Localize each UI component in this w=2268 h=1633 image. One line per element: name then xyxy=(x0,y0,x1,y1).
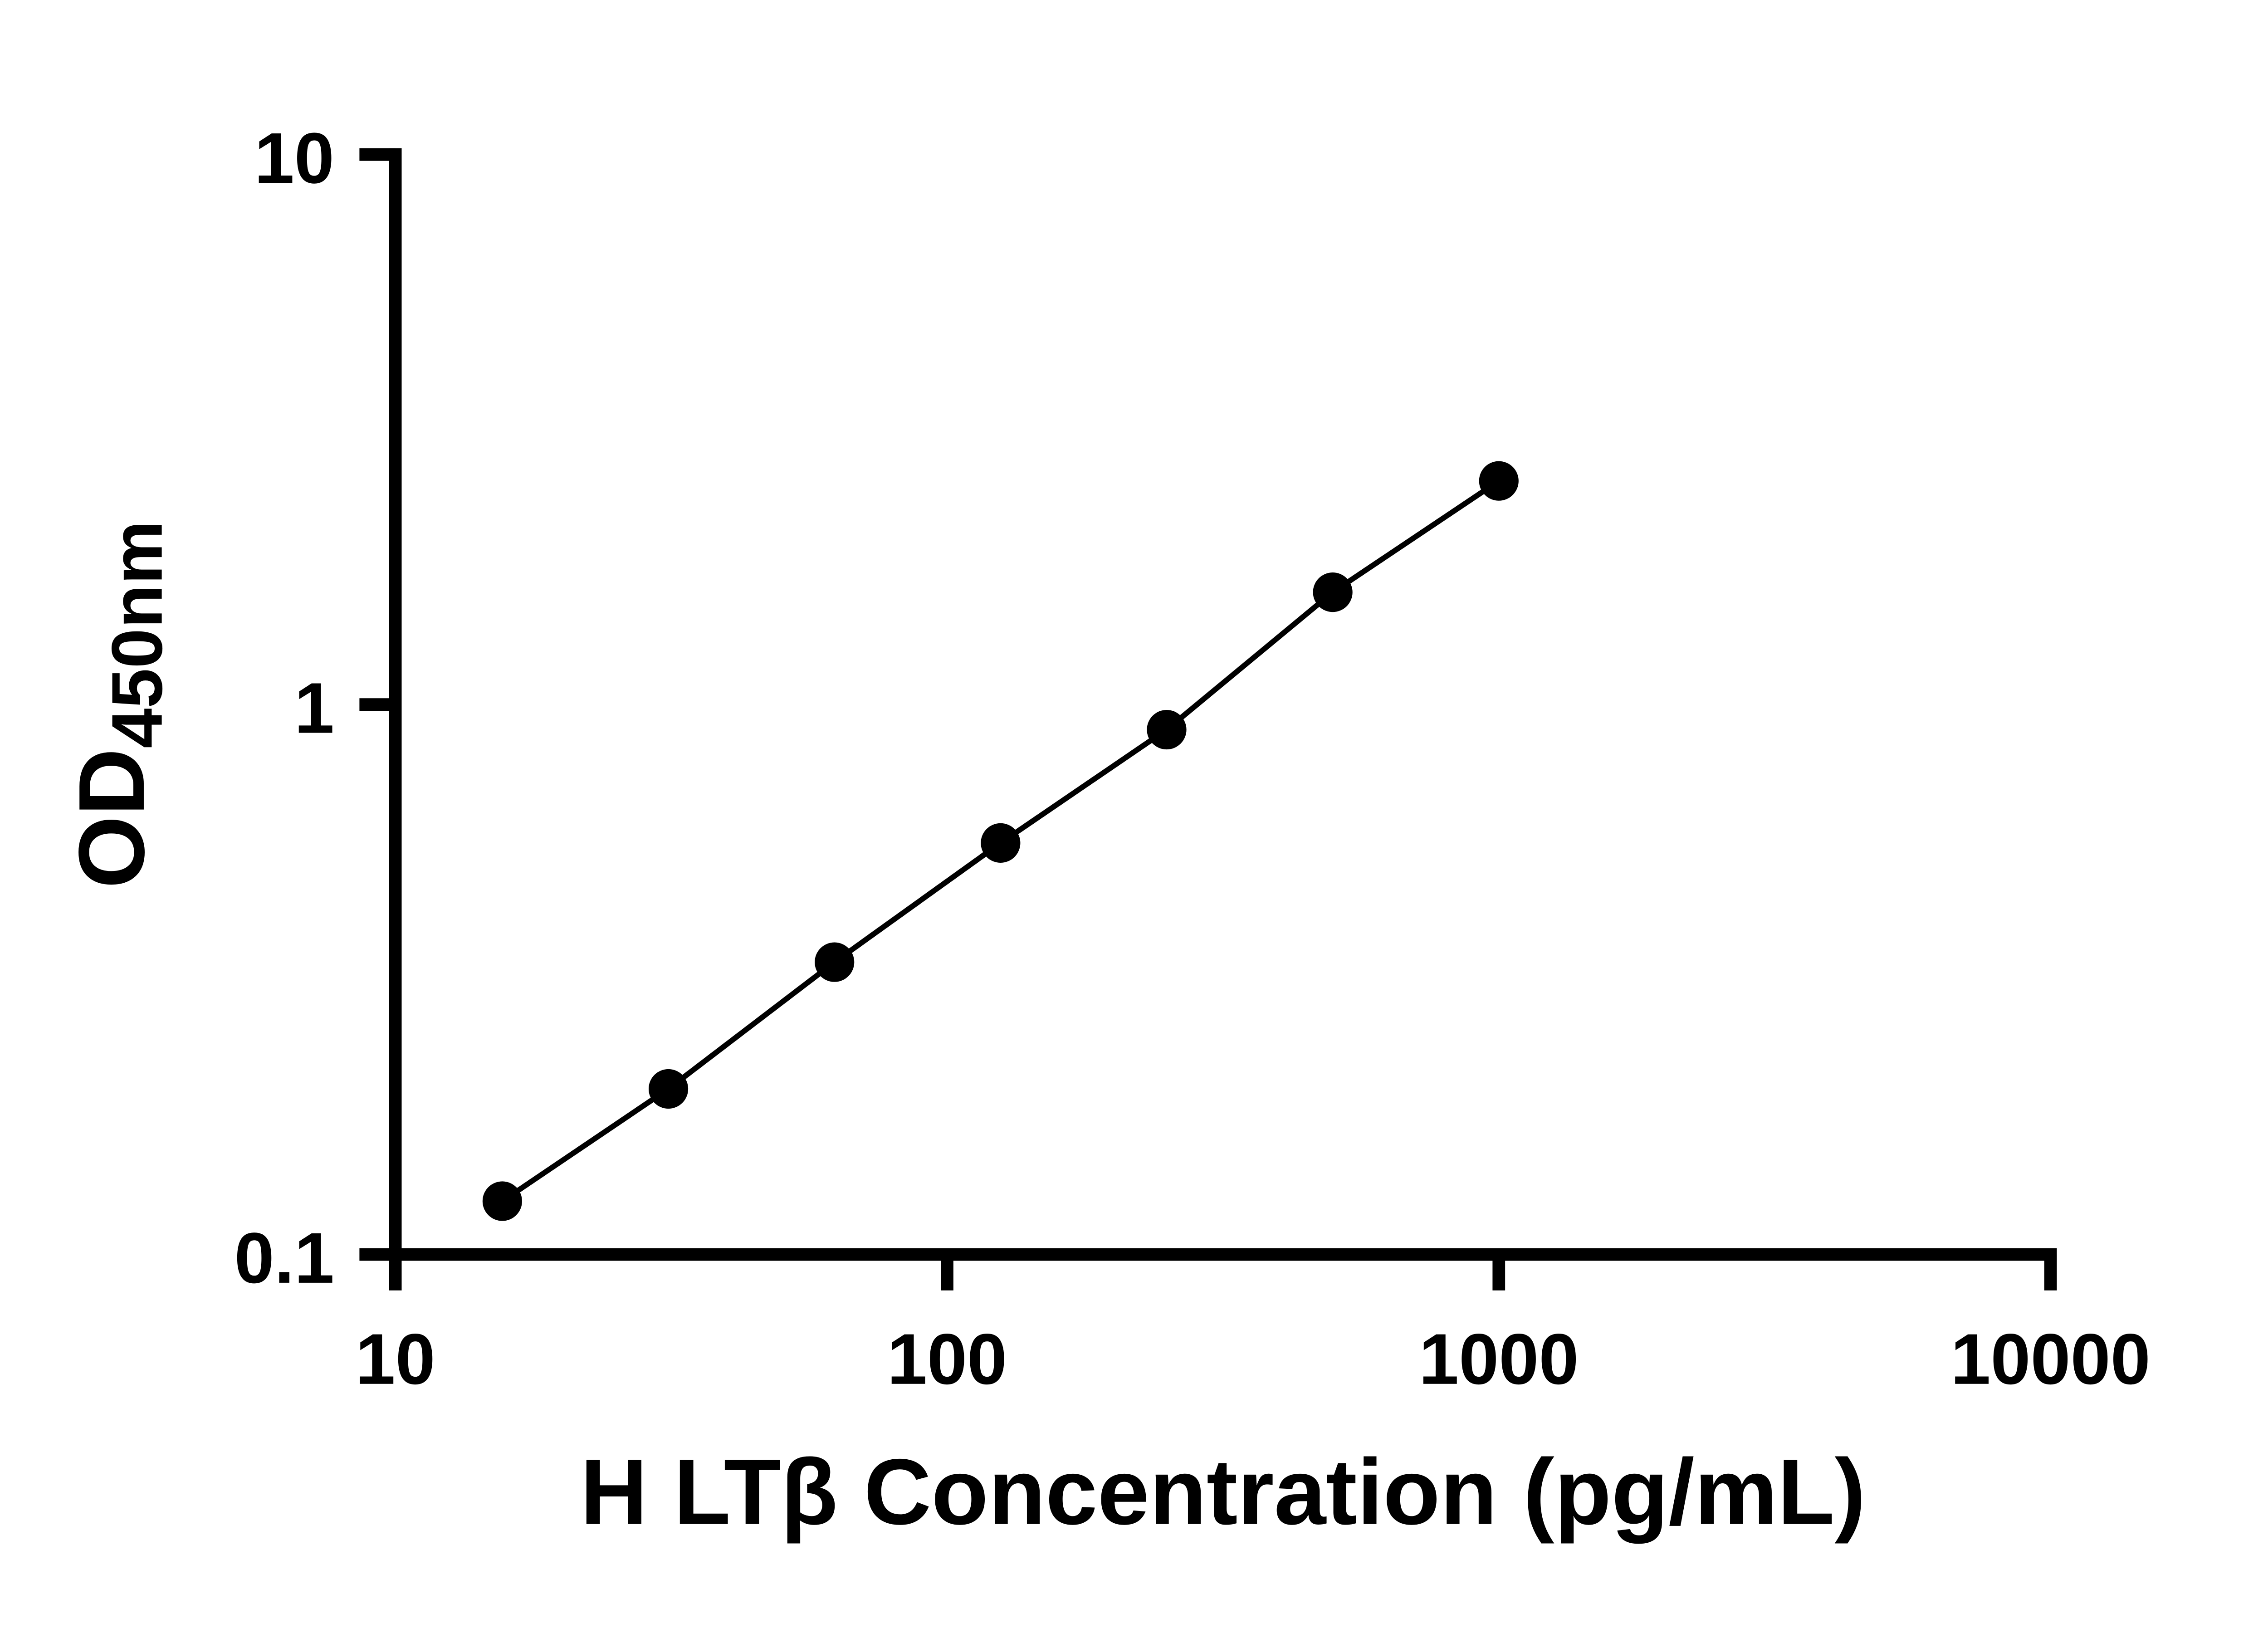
y-axis-title: OD450nm xyxy=(59,521,177,889)
x-tick-label: 1000 xyxy=(1419,1319,1579,1399)
axes-layer: 10 100 1000 10000 0.1 1 10 xyxy=(235,118,2151,1399)
data-point xyxy=(1147,709,1187,750)
data-series-layer xyxy=(482,461,1519,1221)
y-tick-label: 10 xyxy=(254,118,334,198)
data-point xyxy=(648,1069,689,1109)
y-tick-label: 0.1 xyxy=(235,1218,334,1298)
data-point xyxy=(815,942,855,982)
x-tick-label: 100 xyxy=(887,1319,1007,1399)
x-axis-title: H LTβ Concentration (pg/mL) xyxy=(580,1439,1866,1544)
y-axis-title-main: OD xyxy=(59,748,164,889)
data-point xyxy=(1479,461,1519,501)
x-tick-label: 10000 xyxy=(1950,1319,2151,1399)
data-point xyxy=(981,823,1021,863)
y-tick-label: 1 xyxy=(294,668,334,748)
x-tick-label: 10 xyxy=(356,1319,435,1399)
y-axis-title-subscript: 450nm xyxy=(97,521,177,748)
data-point xyxy=(482,1181,522,1221)
data-point xyxy=(1313,572,1353,612)
